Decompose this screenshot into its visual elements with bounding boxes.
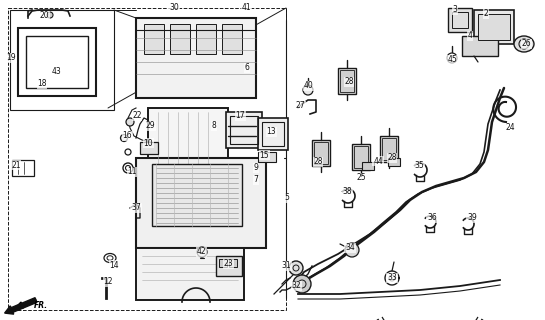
Bar xyxy=(8,8,286,310)
Text: 37: 37 xyxy=(131,204,141,212)
Bar xyxy=(152,164,242,226)
Text: 41: 41 xyxy=(241,4,251,12)
Bar xyxy=(258,152,276,162)
Text: 22: 22 xyxy=(132,111,142,121)
Text: FR.: FR. xyxy=(34,301,48,310)
Text: 38: 38 xyxy=(342,188,352,196)
Text: 45: 45 xyxy=(447,55,457,65)
Text: 24: 24 xyxy=(505,124,515,132)
Bar xyxy=(144,24,164,54)
Bar xyxy=(312,140,330,166)
Text: 33: 33 xyxy=(387,274,397,283)
Bar xyxy=(222,24,242,54)
Bar xyxy=(338,68,356,94)
Bar xyxy=(229,259,237,267)
Text: 39: 39 xyxy=(467,213,477,222)
Bar xyxy=(136,248,244,300)
Text: 21: 21 xyxy=(11,161,21,170)
Bar xyxy=(12,160,34,176)
Bar xyxy=(136,158,266,248)
Text: 30: 30 xyxy=(169,4,179,12)
Bar xyxy=(448,8,472,32)
Text: 34: 34 xyxy=(345,244,355,252)
Text: 28: 28 xyxy=(313,157,323,166)
Text: 31: 31 xyxy=(281,261,291,270)
Circle shape xyxy=(47,12,53,18)
Text: 13: 13 xyxy=(266,127,276,137)
Bar xyxy=(216,256,242,276)
Text: 16: 16 xyxy=(122,132,132,140)
Ellipse shape xyxy=(514,36,534,52)
Text: 6: 6 xyxy=(245,63,250,73)
Bar xyxy=(226,112,262,148)
Bar xyxy=(382,138,396,160)
Bar xyxy=(140,142,158,154)
Bar xyxy=(18,28,96,96)
Bar xyxy=(196,24,216,54)
Bar xyxy=(170,24,190,54)
Text: 44: 44 xyxy=(373,156,383,165)
Text: 5: 5 xyxy=(284,194,289,203)
Circle shape xyxy=(289,261,303,275)
FancyArrow shape xyxy=(4,298,37,314)
Circle shape xyxy=(120,134,128,141)
Bar xyxy=(230,116,258,144)
Bar xyxy=(258,118,288,150)
Text: 26: 26 xyxy=(521,39,531,49)
Bar xyxy=(314,142,328,164)
Text: 29: 29 xyxy=(145,122,155,131)
Text: 2: 2 xyxy=(483,10,488,19)
Text: 23: 23 xyxy=(223,260,233,268)
Circle shape xyxy=(197,247,207,257)
Bar xyxy=(148,108,228,170)
Text: 42: 42 xyxy=(196,247,206,257)
Text: 27: 27 xyxy=(295,101,305,110)
Text: 7: 7 xyxy=(253,175,258,185)
Text: 14: 14 xyxy=(109,260,119,269)
Text: 8: 8 xyxy=(211,122,216,131)
Text: 15: 15 xyxy=(259,150,269,159)
Bar xyxy=(474,10,514,44)
Bar xyxy=(380,136,398,162)
Circle shape xyxy=(126,118,134,126)
Text: 18: 18 xyxy=(37,79,47,89)
Text: 25: 25 xyxy=(356,173,366,182)
Bar xyxy=(478,14,510,40)
Bar xyxy=(462,36,498,56)
Text: 3: 3 xyxy=(452,5,457,14)
Bar xyxy=(10,10,114,110)
Bar xyxy=(340,70,354,92)
Bar xyxy=(354,146,368,168)
Bar xyxy=(352,144,370,170)
Text: 43: 43 xyxy=(51,68,61,76)
Text: 32: 32 xyxy=(291,282,301,291)
Bar xyxy=(219,259,227,267)
Text: 40: 40 xyxy=(304,82,314,91)
Bar xyxy=(136,18,256,98)
Bar xyxy=(452,12,468,28)
Bar xyxy=(262,122,284,146)
Circle shape xyxy=(303,85,313,95)
Text: 12: 12 xyxy=(103,277,113,286)
Text: 10: 10 xyxy=(143,139,153,148)
Text: 28: 28 xyxy=(387,154,397,163)
Text: 9: 9 xyxy=(253,164,258,172)
Text: 36: 36 xyxy=(427,213,437,222)
Text: 20: 20 xyxy=(39,12,49,20)
Text: 4: 4 xyxy=(468,31,473,41)
Text: 28: 28 xyxy=(344,77,354,86)
Circle shape xyxy=(345,243,359,257)
Bar xyxy=(388,158,400,166)
Bar xyxy=(26,36,88,88)
Text: 19: 19 xyxy=(6,53,16,62)
Text: 17: 17 xyxy=(235,111,245,121)
Text: 35: 35 xyxy=(414,162,424,171)
Text: 11: 11 xyxy=(127,167,137,177)
Circle shape xyxy=(293,275,311,293)
Bar xyxy=(362,162,374,170)
